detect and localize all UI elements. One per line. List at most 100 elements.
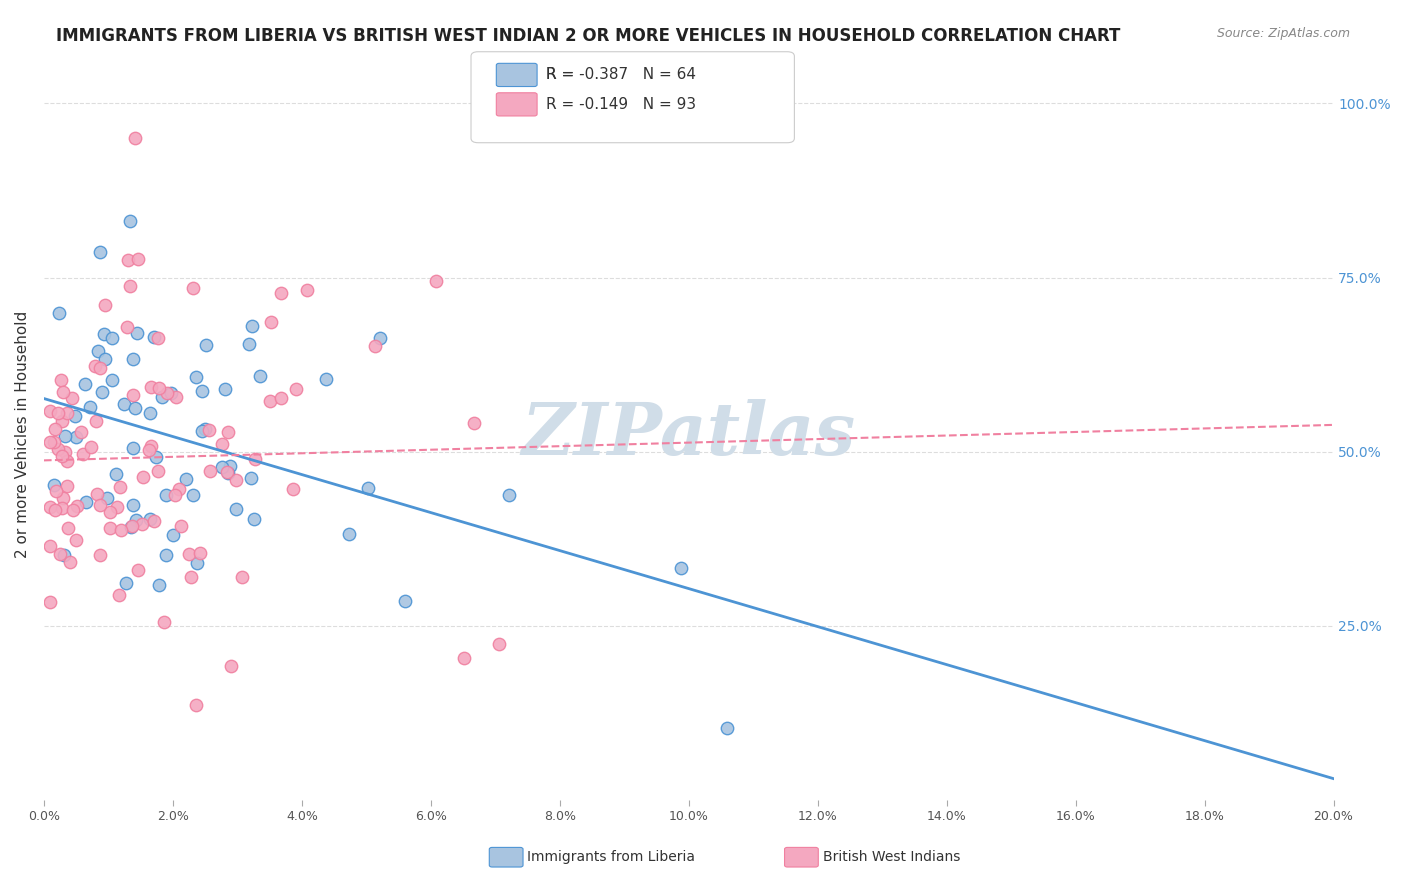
- Point: [89, 361, 111, 376]
- Point: [62, 503, 84, 517]
- Point: [138, 442, 160, 457]
- Point: [69, 425, 91, 439]
- Point: [120, 520, 142, 534]
- Point: [150, 390, 173, 404]
- Point: [44, 422, 66, 436]
- Point: [143, 514, 166, 528]
- Point: [132, 470, 155, 484]
- Point: [52, 384, 75, 399]
- Point: [337, 527, 360, 541]
- Point: [48, 405, 70, 419]
- Point: [96, 491, 118, 506]
- Point: [44, 503, 66, 517]
- Point: [98, 521, 121, 535]
- Point: [364, 339, 387, 353]
- Point: [174, 472, 197, 486]
- Point: [488, 637, 510, 651]
- Point: [53, 445, 76, 459]
- Point: [190, 384, 212, 398]
- Point: [160, 386, 183, 401]
- Point: [100, 373, 122, 387]
- Point: [259, 394, 281, 409]
- Point: [142, 329, 165, 343]
- Point: [669, 561, 692, 575]
- Point: [117, 252, 139, 267]
- Point: [53, 429, 76, 443]
- Point: [177, 548, 200, 562]
- Point: [186, 556, 208, 570]
- Point: [124, 131, 146, 145]
- Point: [65, 533, 87, 547]
- Point: [51, 415, 73, 429]
- Point: [153, 615, 176, 630]
- Point: [284, 382, 307, 396]
- Point: [105, 467, 128, 481]
- Point: [89, 244, 111, 259]
- Point: [125, 326, 148, 341]
- Point: [394, 594, 416, 608]
- Point: [217, 465, 239, 479]
- Point: [211, 436, 233, 450]
- Point: [165, 488, 187, 502]
- Point: [155, 548, 177, 562]
- Point: [98, 505, 121, 519]
- Point: [165, 391, 187, 405]
- Point: [249, 369, 271, 384]
- Point: [89, 498, 111, 512]
- Point: [87, 343, 110, 358]
- Point: [112, 397, 135, 411]
- Text: ZIPatlas: ZIPatlas: [522, 399, 856, 470]
- Point: [56, 406, 79, 420]
- Point: [219, 659, 242, 673]
- Text: IMMIGRANTS FROM LIBERIA VS BRITISH WEST INDIAN 2 OR MORE VEHICLES IN HOUSEHOLD C: IMMIGRANTS FROM LIBERIA VS BRITISH WEST …: [56, 27, 1121, 45]
- Point: [108, 480, 131, 494]
- Point: [39, 500, 62, 514]
- Point: [357, 481, 380, 495]
- Point: [121, 352, 143, 367]
- Point: [108, 588, 131, 602]
- Point: [146, 464, 169, 478]
- Point: [270, 285, 292, 300]
- Point: [120, 213, 142, 227]
- Point: [498, 488, 520, 502]
- Y-axis label: 2 or more Vehicles in Household: 2 or more Vehicles in Household: [15, 310, 30, 558]
- Point: [120, 278, 142, 293]
- Point: [39, 595, 62, 609]
- Point: [49, 373, 72, 387]
- Point: [131, 517, 153, 532]
- Point: [162, 528, 184, 542]
- Point: [127, 252, 149, 267]
- Point: [60, 391, 83, 405]
- Point: [105, 500, 128, 514]
- Point: [89, 549, 111, 563]
- Point: [716, 721, 738, 735]
- Point: [194, 422, 217, 436]
- Point: [39, 435, 62, 450]
- Point: [283, 482, 305, 496]
- Point: [295, 283, 318, 297]
- Point: [156, 385, 179, 400]
- Point: [217, 467, 239, 481]
- Point: [56, 521, 79, 535]
- Point: [238, 337, 260, 351]
- Point: [170, 519, 193, 533]
- Point: [75, 495, 97, 509]
- Point: [141, 439, 163, 453]
- Point: [180, 570, 202, 584]
- Point: [45, 484, 67, 499]
- Point: [39, 404, 62, 418]
- Point: [121, 519, 143, 533]
- Point: [184, 698, 207, 712]
- Point: [79, 401, 101, 415]
- Point: [52, 548, 75, 562]
- Point: [124, 401, 146, 416]
- Point: [72, 447, 94, 461]
- Point: [56, 479, 79, 493]
- Point: [122, 388, 145, 402]
- Point: [217, 425, 239, 439]
- Point: [181, 488, 204, 502]
- Text: British West Indians: British West Indians: [823, 850, 960, 864]
- Point: [122, 499, 145, 513]
- Point: [48, 442, 70, 457]
- Point: [52, 491, 75, 505]
